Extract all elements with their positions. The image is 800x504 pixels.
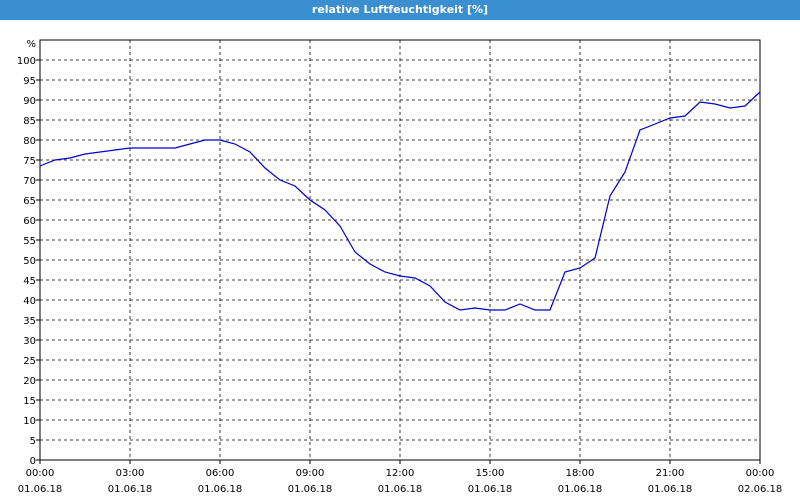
y-tick-label: 50 — [23, 256, 36, 267]
x-tick-date-label: 01.06.18 — [558, 484, 603, 495]
y-tick-label: 5 — [30, 436, 36, 447]
x-tick-time-label: 06:00 — [206, 468, 235, 479]
chart-title: relative Luftfeuchtigkeit [%] — [0, 0, 800, 20]
y-axis-label: % — [26, 39, 36, 50]
x-tick-time-label: 09:00 — [296, 468, 325, 479]
x-tick-date-label: 01.06.18 — [18, 484, 63, 495]
y-axis: 0 5 10 15 20 25 30 35 40 45 50 55 60 65 70 75 80 85 90 95 10… — [17, 56, 40, 467]
x-tick-date-label: 01.06.18 — [648, 484, 693, 495]
x-tick-time-label: 21:00 — [656, 468, 685, 479]
x-tick-date-label: 01.06.18 — [468, 484, 513, 495]
x-tick-time-label: 18:00 — [566, 468, 595, 479]
y-tick-label: 45 — [23, 276, 36, 287]
y-tick-label: 40 — [23, 296, 36, 307]
y-tick-label: 60 — [23, 216, 36, 227]
x-tick-date-label: 01.06.18 — [198, 484, 243, 495]
y-tick-label: 100 — [17, 56, 36, 67]
x-tick-time-label: 03:00 — [116, 468, 145, 479]
humidity-line-chart: 0 5 10 15 20 25 30 35 40 45 50 55 60 65 70 75 80 85 90 95 10… — [17, 39, 783, 495]
y-tick-label: 95 — [23, 76, 36, 87]
x-tick-time-label: 12:00 — [386, 468, 415, 479]
x-tick-date-label: 01.06.18 — [108, 484, 153, 495]
y-tick-label: 90 — [23, 96, 36, 107]
chart-area: 0 5 10 15 20 25 30 35 40 45 50 55 60 65 70 75 80 85 90 95 10… — [0, 20, 800, 500]
x-tick-time-label: 00:00 — [26, 468, 55, 479]
y-tick-label: 30 — [23, 336, 36, 347]
y-tick-label: 0 — [30, 456, 36, 467]
y-tick-label: 75 — [23, 156, 36, 167]
x-tick-time-label: 15:00 — [476, 468, 505, 479]
y-tick-label: 80 — [23, 136, 36, 147]
grid — [40, 40, 760, 460]
x-tick-date-label: 01.06.18 — [378, 484, 423, 495]
y-tick-label: 25 — [23, 356, 36, 367]
y-tick-label: 15 — [23, 396, 36, 407]
x-tick-date-label: 01.06.18 — [288, 484, 333, 495]
y-tick-label: 10 — [23, 416, 36, 427]
y-tick-label: 65 — [23, 196, 36, 207]
x-tick-time-label: 00:00 — [746, 468, 775, 479]
y-tick-label: 85 — [23, 116, 36, 127]
y-tick-label: 70 — [23, 176, 36, 187]
humidity-series-line — [39, 91, 761, 311]
x-axis: 00:00 01.06.18 03:00 01.06.18 06:00 01.06.18 0… — [18, 460, 783, 495]
y-tick-label: 20 — [23, 376, 36, 387]
y-tick-label: 55 — [23, 236, 36, 247]
y-tick-label: 35 — [23, 316, 36, 327]
x-tick-date-label: 02.06.18 — [738, 484, 783, 495]
